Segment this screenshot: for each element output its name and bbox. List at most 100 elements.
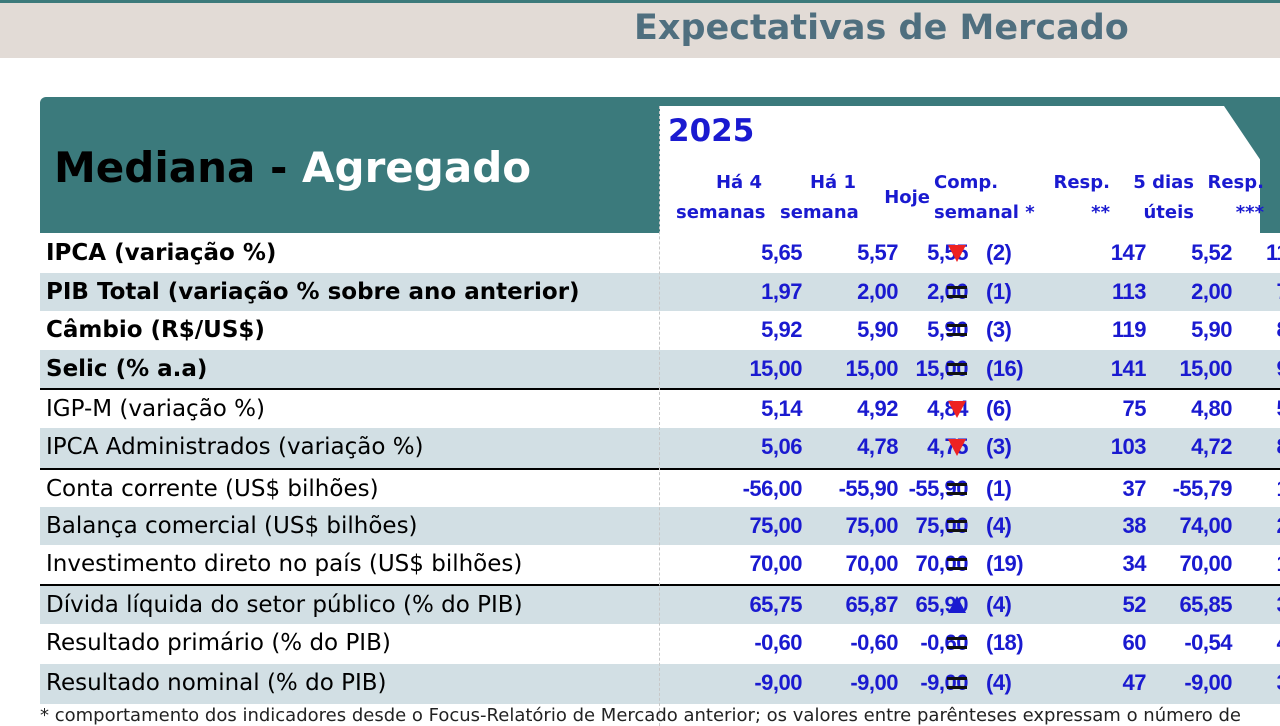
page-title: Expectativas de Mercado (634, 8, 1129, 48)
trend-down-icon (944, 428, 970, 466)
col-header-comp: Comp. semanal * (934, 168, 1044, 228)
value-1-week: 75,00 (845, 512, 898, 538)
col-header-resp: Resp. ** (1044, 168, 1110, 228)
col-header-5-days: 5 dias úteis (1120, 168, 1194, 228)
value-1-week: -9,00 (850, 669, 898, 695)
col-header-5-days-line1: 5 dias (1133, 172, 1194, 193)
value-1-week: 70,00 (845, 551, 898, 576)
value-5-days: 5,90 (1191, 317, 1232, 342)
col-header-resp-3-line1: Resp. (1207, 172, 1264, 193)
col-header-4-weeks: Há 4 semanas (676, 168, 766, 228)
table-row: Conta corrente (US$ bilhões) -56,00 -55,… (40, 468, 1280, 507)
col-header-comp-line1: Comp. (934, 172, 999, 193)
weeks-count: (2) (986, 240, 1012, 265)
footnote: * comportamento dos indicadores desde o … (40, 705, 1241, 726)
weeks-count: (3) (986, 317, 1012, 342)
value-4-weeks: 1,97 (761, 278, 802, 304)
col-header-4-weeks-line1: Há 4 (715, 172, 762, 193)
value-5-days: 5,52 (1191, 240, 1232, 265)
col-header-resp-line1: Resp. (1053, 172, 1110, 193)
value-resp: 141 (1110, 355, 1147, 381)
value-4-weeks: -56,00 (742, 476, 803, 501)
value-4-weeks: 70,00 (749, 551, 802, 576)
row-label: IPCA (variação %) (46, 240, 277, 266)
value-resp: 60 (1122, 629, 1147, 655)
column-divider (659, 106, 660, 726)
value-resp: 75 (1122, 396, 1147, 421)
row-label: PIB Total (variação % sobre ano anterior… (46, 278, 580, 305)
value-1-week: 5,90 (857, 317, 898, 342)
row-label: Dívida líquida do setor público (% do PI… (46, 591, 523, 618)
value-4-weeks: 15,00 (749, 355, 802, 381)
table-row: PIB Total (variação % sobre ano anterior… (40, 272, 1280, 311)
title-bar (0, 0, 1280, 58)
row-label: Resultado primário (% do PIB) (46, 629, 391, 656)
value-1-week: 65,87 (845, 591, 898, 617)
weeks-count: (3) (986, 434, 1012, 459)
value-5-days: 4,72 (1191, 434, 1232, 459)
title-separator: - (255, 143, 303, 192)
table-row: IPCA Administrados (variação %) 5,06 4,7… (40, 428, 1280, 468)
row-label: Investimento direto no país (US$ bilhões… (46, 551, 523, 577)
value-5-days: -55,79 (1172, 476, 1233, 501)
value-today: 75,00 (915, 512, 968, 538)
value-resp: 113 (1112, 278, 1147, 304)
row-label: IPCA Administrados (variação %) (46, 434, 424, 460)
row-label: Câmbio (R$/US$) (46, 317, 265, 343)
value-1-week: 4,78 (857, 434, 898, 459)
col-header-comp-line2: semanal * (934, 202, 1035, 223)
weeks-count: (1) (986, 476, 1012, 501)
table-title: Mediana - Agregado (54, 143, 531, 192)
value-resp-3: 44 (1236, 624, 1280, 662)
table-row: Balança comercial (US$ bilhões) 75,00 75… (40, 506, 1280, 545)
value-5-days: -9,00 (1184, 669, 1232, 695)
value-today: 2,00 (927, 278, 968, 304)
value-4-weeks: 75,00 (749, 512, 802, 538)
trend-down-icon (944, 234, 970, 272)
title-agregado: Agregado (302, 143, 532, 192)
value-1-week: -55,90 (838, 476, 899, 501)
value-resp: 52 (1122, 591, 1147, 617)
title-mediana: Mediana (54, 143, 256, 192)
value-resp-3: 18 (1236, 545, 1280, 583)
table-row: Resultado nominal (% do PIB) -9,00 -9,00… (40, 663, 1280, 704)
value-resp: 37 (1122, 476, 1147, 501)
row-label: Resultado nominal (% do PIB) (46, 669, 387, 696)
value-resp-3: 97 (1236, 350, 1280, 388)
trend-equal-icon (944, 470, 970, 508)
value-5-days: 15,00 (1179, 355, 1232, 381)
value-4-weeks: 65,75 (749, 591, 802, 617)
value-4-weeks: 5,14 (761, 396, 802, 421)
value-5-days: -0,54 (1184, 629, 1232, 655)
value-resp-3: 118 (1266, 240, 1280, 265)
value-resp-3: 19 (1236, 470, 1280, 508)
value-today: 15,00 (915, 355, 968, 381)
weeks-count: (6) (986, 396, 1012, 421)
trend-equal-icon (944, 311, 970, 349)
header-columns-panel (660, 106, 1260, 233)
value-5-days: 2,00 (1191, 278, 1232, 304)
value-today: 70,00 (915, 551, 968, 576)
value-5-days: 4,80 (1191, 396, 1232, 421)
col-header-5-days-line2: úteis (1143, 202, 1194, 223)
value-4-weeks: 5,06 (761, 434, 802, 459)
table-row: Resultado primário (% do PIB) -0,60 -0,6… (40, 624, 1280, 664)
value-resp-3: 33 (1236, 664, 1280, 702)
value-4-weeks: -9,00 (754, 669, 802, 695)
col-header-resp-3-line2: *** (1235, 202, 1264, 223)
row-label: Conta corrente (US$ bilhões) (46, 476, 379, 502)
value-4-weeks: 5,65 (761, 240, 802, 265)
row-label: IGP-M (variação %) (46, 396, 265, 422)
col-header-4-weeks-line2: semanas (676, 202, 766, 223)
value-1-week: 2,00 (857, 278, 898, 304)
value-5-days: 65,85 (1179, 591, 1232, 617)
value-resp: 119 (1112, 317, 1147, 342)
col-header-1-week-line1: Há 1 (809, 172, 856, 193)
value-resp-3: 87 (1236, 311, 1280, 349)
value-resp: 38 (1122, 512, 1147, 538)
weeks-count: (4) (986, 669, 1012, 695)
value-5-days: 74,00 (1179, 512, 1232, 538)
value-1-week: 5,57 (857, 240, 898, 265)
weeks-count: (18) (986, 629, 1024, 655)
weeks-count: (19) (986, 551, 1024, 576)
